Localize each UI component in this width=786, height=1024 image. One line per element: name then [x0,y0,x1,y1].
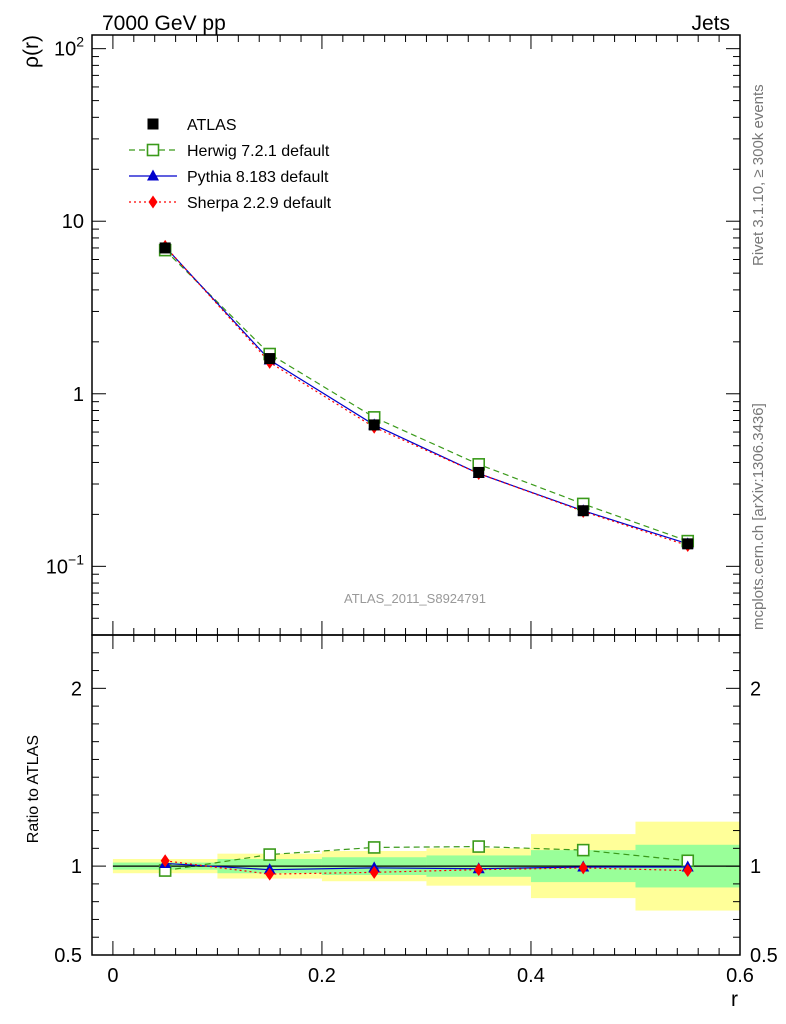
ratio-point-sherpa-2-2-9-default [265,867,275,881]
ratio-y-tick-label-left: 2 [71,678,82,700]
ratio-point-herwig-7-2-1-default [367,841,381,854]
y-tick-label-exponent: 2 [76,34,84,50]
side-label-mcplots: mcplots.cern.ch [arXiv:1306.3436] [750,403,767,630]
legend-marker-herwig-7-2-1-default [146,143,160,157]
data-point-atlas [159,242,171,254]
ratio-y-tick-label-right: 1 [750,856,761,878]
ratio-point-herwig-7-2-1-default [263,848,276,861]
ratio-y-axis-label: Ratio to ATLAS [25,735,42,843]
x-axis-label: r [731,988,738,1011]
ratio-point-sherpa-2-2-9-default [683,864,693,878]
main-y-axis-label: ρ(r) [20,35,43,68]
data-point-atlas [473,466,485,478]
x-tick-label: 0 [107,965,118,987]
ratio-y-tick-label-left: 1 [71,856,82,878]
data-point-atlas [682,538,694,550]
ratio-point-herwig-7-2-1-default [472,840,486,853]
y-tick-label-exponent: −1 [68,551,84,567]
x-tick-label: 0.6 [726,965,754,987]
ratio-y-tick-label-left: 0.5 [54,945,82,967]
ratio-point-sherpa-2-2-9-default [578,861,588,875]
data-point-atlas [577,505,589,517]
legend: ATLAS Herwig 7.2.1 default Pythia 8.183 de… [129,117,332,212]
header-left-title: 7000 GeV pp [102,12,226,35]
ratio-line-pythia-8-183-default [165,862,688,871]
legend-marker-pythia-8-183-default [147,169,159,181]
ratio-line-sherpa-2-2-9-default [165,860,688,875]
data-point-atlas [264,353,276,365]
ratio-y-tick-label-right: 0.5 [750,945,778,967]
ratio-point-sherpa-2-2-9-default [474,863,484,877]
ratio-panel: 0 0.2 0.4 0.60.5 0.51 12 2 [54,634,778,987]
y-tick-label: 1 [73,384,84,406]
legend-label-atlas: ATLAS [187,117,237,134]
ratio-line-herwig-7-2-1-default [165,845,688,872]
ratio-y-tick-label-right: 2 [750,678,761,700]
y-tick-label: 10 [62,211,84,233]
y-tick-label: 10−1 [46,551,84,578]
legend-marker-atlas [147,118,159,130]
header-right-title: Jets [691,12,730,35]
series-line-herwig-7-2-1-default [164,249,688,542]
series-line-sherpa-2-2-9-default [164,245,688,547]
x-tick-label: 0.4 [517,965,545,987]
ratio-point-herwig-7-2-1-default [576,843,590,857]
legend-label-pythia-8-183-default: Pythia 8.183 default [187,169,329,186]
side-label-rivet: Rivet 3.1.10, ≥ 300k events [750,84,767,266]
ratio-point-sherpa-2-2-9-default [369,865,379,879]
y-tick-label: 102 [54,34,84,61]
legend-label-sherpa-2-2-9-default: Sherpa 2.2.9 default [187,195,332,212]
x-tick-label: 0.2 [308,965,336,987]
y-tick-label-base: 10 [46,556,68,578]
legend-marker-sherpa-2-2-9-default [148,195,158,209]
legend-label-herwig-7-2-1-default: Herwig 7.2.1 default [187,143,330,160]
series-line-pythia-8-183-default [164,246,688,545]
analysis-label: ATLAS_2011_S8924791 [344,591,486,606]
y-tick-label-base: 10 [54,39,76,61]
data-point-atlas [368,419,380,431]
ratio-point-sherpa-2-2-9-default [160,854,170,868]
